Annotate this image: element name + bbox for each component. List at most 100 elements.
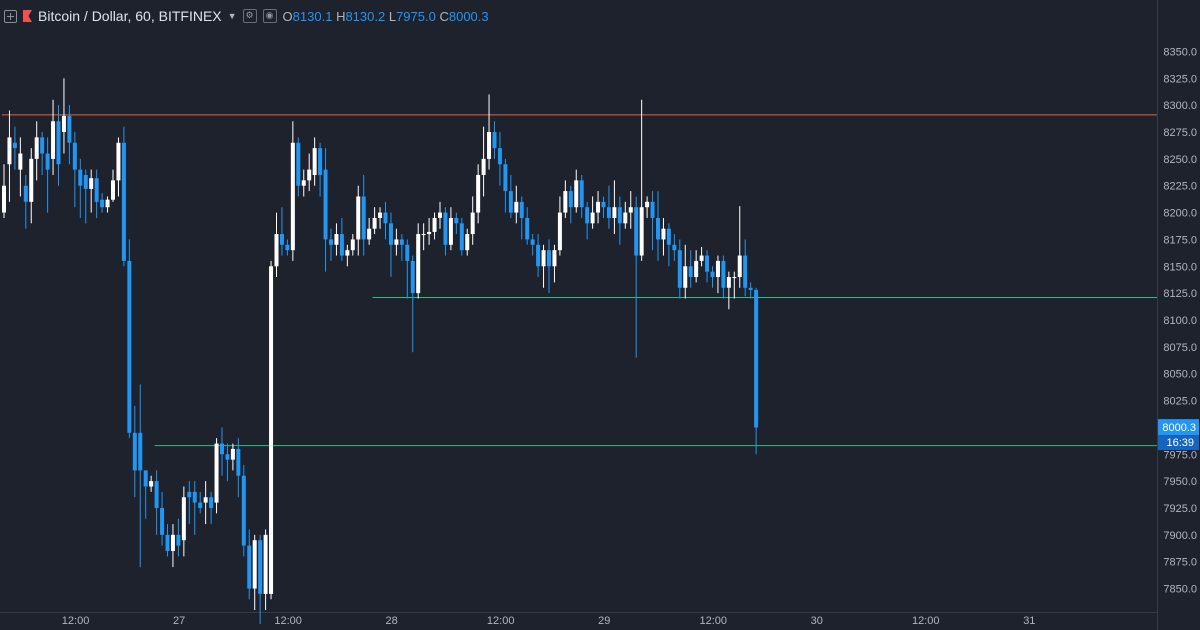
flag-icon[interactable] <box>23 10 32 22</box>
candle-body[interactable] <box>214 443 219 503</box>
candle-body[interactable] <box>350 239 355 251</box>
candle-body[interactable] <box>394 239 399 245</box>
candle-body[interactable] <box>492 132 497 149</box>
candle-body[interactable] <box>530 239 535 245</box>
candle-body[interactable] <box>67 115 72 143</box>
candle-body[interactable] <box>274 234 279 267</box>
symbol-title[interactable]: Bitcoin / Dollar, 60, BITFINEX <box>38 8 222 24</box>
candle-body[interactable] <box>721 260 726 288</box>
candle-body[interactable] <box>454 217 459 224</box>
candle-body[interactable] <box>2 185 6 213</box>
candle-body[interactable] <box>192 491 197 503</box>
candle-body[interactable] <box>427 231 432 235</box>
candle-body[interactable] <box>12 142 17 149</box>
candle-body[interactable] <box>694 260 699 278</box>
candle-body[interactable] <box>732 277 737 279</box>
candle-body[interactable] <box>416 234 421 294</box>
candle-body[interactable] <box>296 142 301 186</box>
candle-body[interactable] <box>579 180 584 208</box>
candle-body[interactable] <box>508 191 513 213</box>
candle-body[interactable] <box>301 180 306 186</box>
candle-body[interactable] <box>421 234 426 236</box>
candle-body[interactable] <box>209 497 214 508</box>
settings-icon[interactable]: ⚙ <box>242 9 257 23</box>
candle-body[interactable] <box>187 491 192 498</box>
candle-body[interactable] <box>601 201 606 208</box>
candle-body[interactable] <box>754 289 759 428</box>
candle-body[interactable] <box>623 212 628 224</box>
candle-body[interactable] <box>258 540 263 594</box>
candle-body[interactable] <box>677 250 682 288</box>
candle-body[interactable] <box>45 153 50 170</box>
candle-body[interactable] <box>181 497 186 541</box>
candle-body[interactable] <box>563 191 568 213</box>
candle-body[interactable] <box>612 207 617 218</box>
candle-body[interactable] <box>116 142 121 181</box>
candle-body[interactable] <box>661 228 666 240</box>
expand-icon[interactable] <box>4 9 17 23</box>
candle-body[interactable] <box>683 266 688 288</box>
candle-body[interactable] <box>410 260 415 294</box>
candle-body[interactable] <box>318 148 323 175</box>
candle-body[interactable] <box>165 534 170 551</box>
candle-body[interactable] <box>399 239 404 245</box>
candle-body[interactable] <box>503 164 508 192</box>
candle-body[interactable] <box>688 266 693 278</box>
candle-body[interactable] <box>514 201 519 213</box>
candle-body[interactable] <box>312 148 317 175</box>
candle-body[interactable] <box>710 271 715 278</box>
candle-body[interactable] <box>56 121 61 165</box>
candle-body[interactable] <box>378 212 383 218</box>
candle-body[interactable] <box>176 534 181 546</box>
candle-body[interactable] <box>132 432 137 471</box>
candle-body[interactable] <box>737 255 742 278</box>
candle-body[interactable] <box>367 228 372 240</box>
hide-icon[interactable]: ◉ <box>262 9 277 23</box>
candle-body[interactable] <box>743 255 748 288</box>
candle-body[interactable] <box>40 137 45 154</box>
candle-body[interactable] <box>443 212 448 245</box>
candle-body[interactable] <box>459 223 464 251</box>
candle-body[interactable] <box>329 239 333 245</box>
candle-body[interactable] <box>247 545 252 589</box>
candle-body[interactable] <box>51 121 56 159</box>
candle-body[interactable] <box>160 507 165 535</box>
candle-body[interactable] <box>748 287 753 290</box>
candle-body[interactable] <box>519 201 524 218</box>
candle-body[interactable] <box>269 266 274 594</box>
candle-body[interactable] <box>715 260 720 278</box>
candle-body[interactable] <box>7 137 12 165</box>
candle-body[interactable] <box>279 234 284 245</box>
candle-body[interactable] <box>143 470 148 487</box>
candle-body[interactable] <box>198 502 203 508</box>
candle-body[interactable] <box>154 481 159 508</box>
chevron-down-icon[interactable]: ▼ <box>227 11 237 21</box>
candle-body[interactable] <box>656 217 660 240</box>
candle-body[interactable] <box>617 207 622 224</box>
candle-body[interactable] <box>345 250 350 256</box>
candle-body[interactable] <box>536 244 541 267</box>
candle-body[interactable] <box>220 443 224 455</box>
candle-body[interactable] <box>236 448 241 476</box>
candle-body[interactable] <box>225 454 230 460</box>
candle-body[interactable] <box>590 212 595 224</box>
candle-body[interactable] <box>432 217 437 232</box>
candle-body[interactable] <box>699 255 704 261</box>
candle-body[interactable] <box>470 212 475 235</box>
candle-body[interactable] <box>547 250 551 267</box>
candle-body[interactable] <box>339 234 344 256</box>
candle-body[interactable] <box>541 250 546 267</box>
candle-body[interactable] <box>585 207 590 224</box>
candle-body[interactable] <box>383 212 388 224</box>
candle-body[interactable] <box>650 201 655 218</box>
candle-body[interactable] <box>105 199 110 208</box>
candle-body[interactable] <box>372 217 377 229</box>
candle-body[interactable] <box>487 132 492 159</box>
candle-body[interactable] <box>241 475 246 546</box>
candle-body[interactable] <box>230 448 235 460</box>
candle-body[interactable] <box>72 142 77 170</box>
candle-body[interactable] <box>726 277 731 288</box>
candle-body[interactable] <box>100 199 105 208</box>
candle-body[interactable] <box>149 481 154 487</box>
candle-body[interactable] <box>334 234 339 245</box>
